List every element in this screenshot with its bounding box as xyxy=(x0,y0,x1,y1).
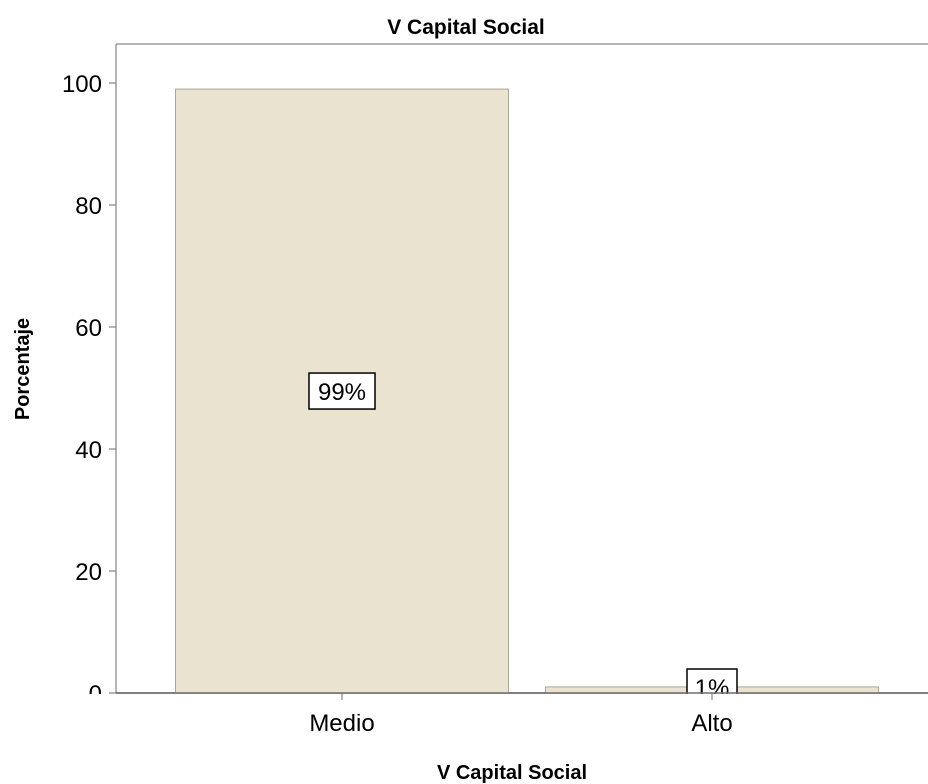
x-axis-ticks: Medio Alto xyxy=(309,693,733,737)
y-tick-label: 20 xyxy=(75,559,102,586)
x-tick-label-medio: Medio xyxy=(309,710,374,737)
data-labels-group: 99%1% xyxy=(0,372,928,714)
y-tick-label: 40 xyxy=(75,437,102,464)
y-axis-title: Porcentaje xyxy=(12,318,34,420)
data-label-text: 99% xyxy=(318,379,366,406)
chart-title: V Capital Social xyxy=(387,16,545,39)
data-label-medio: 99% xyxy=(308,372,376,410)
y-axis-ticks: 020406080100 xyxy=(62,71,116,708)
y-tick-label: 80 xyxy=(75,193,102,220)
baseline-mask xyxy=(0,694,928,714)
bars-group xyxy=(175,88,879,694)
data-label-box xyxy=(308,372,376,410)
x-tick-label-alto: Alto xyxy=(691,710,732,737)
x-axis-title: V Capital Social xyxy=(437,762,587,784)
y-tick-label: 60 xyxy=(75,315,102,342)
y-tick-label: 100 xyxy=(62,71,102,98)
